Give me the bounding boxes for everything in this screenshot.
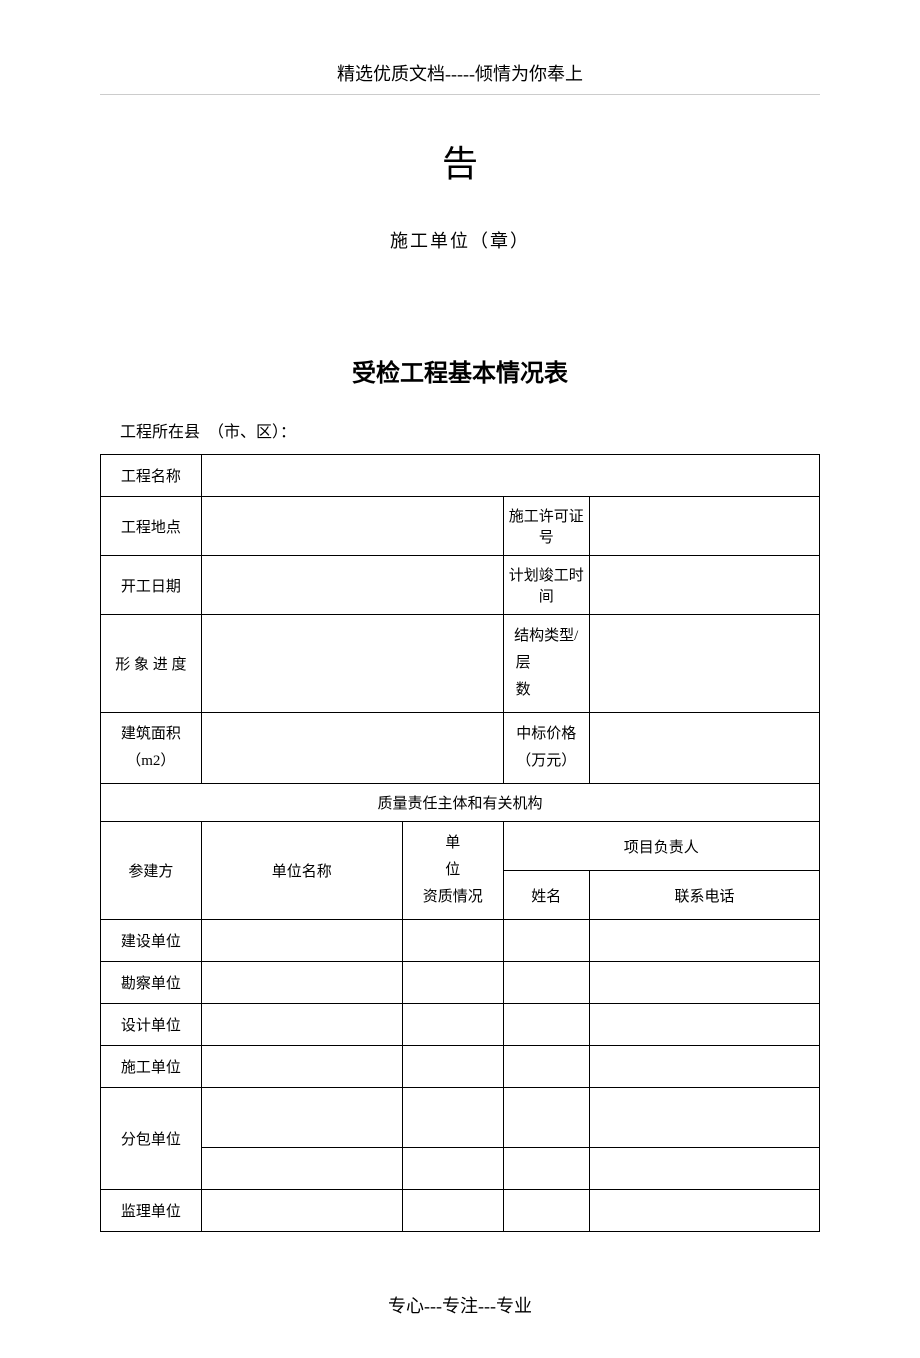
stamp-line: 施工单位（章） <box>100 227 820 253</box>
party-unit-name <box>201 1088 402 1148</box>
section-title: 受检工程基本情况表 <box>100 353 820 388</box>
party-phone <box>589 1004 819 1046</box>
party-label: 建设单位 <box>101 920 202 962</box>
progress-value <box>201 615 503 713</box>
party-label: 监理单位 <box>101 1190 202 1232</box>
party-phone <box>589 1190 819 1232</box>
structure-type-label: 结构类型/ 层 数 <box>503 615 589 713</box>
party-manager-name <box>503 920 589 962</box>
permit-number-value <box>589 497 819 556</box>
structure-type-line2: 层 数 <box>508 650 585 704</box>
party-qualification <box>402 1046 503 1088</box>
main-title-char: 告 <box>100 135 820 187</box>
party-manager-name <box>503 1190 589 1232</box>
party-unit-name <box>201 962 402 1004</box>
table-row: 形 象 进 度 结构类型/ 层 数 <box>101 615 820 713</box>
party-qualification <box>402 1088 503 1148</box>
party-unit-name <box>201 1148 402 1190</box>
building-area-label: 建筑面积 （m2） <box>101 713 202 784</box>
building-area-value <box>201 713 503 784</box>
table-row: 分包单位 <box>101 1088 820 1148</box>
table-row: 工程地点 施工许可证号 <box>101 497 820 556</box>
bid-price-label: 中标价格 （万元） <box>503 713 589 784</box>
party-label: 设计单位 <box>101 1004 202 1046</box>
structure-type-line1: 结构类型/ <box>508 623 585 650</box>
table-row: 建设单位 <box>101 920 820 962</box>
party-qualification <box>402 920 503 962</box>
table-row: 设计单位 <box>101 1004 820 1046</box>
bid-price-line1: 中标价格 <box>508 721 585 748</box>
table-row: 参建方 单位名称 单 位 资质情况 项目负责人 <box>101 822 820 871</box>
table-row: 开工日期 计划竣工时间 <box>101 556 820 615</box>
page-footer: 专心---专注---专业 <box>100 1292 820 1318</box>
qual-line1: 单 <box>407 830 499 857</box>
header-divider <box>100 94 820 95</box>
progress-label: 形 象 进 度 <box>101 615 202 713</box>
unit-name-header: 单位名称 <box>201 822 402 920</box>
party-phone <box>589 1046 819 1088</box>
building-area-line1: 建筑面积 <box>105 721 197 748</box>
building-area-line2: （m2） <box>105 748 197 775</box>
structure-type-value <box>589 615 819 713</box>
table-row: 工程名称 <box>101 455 820 497</box>
location-label: 工程所在县 （市、区）： <box>100 418 820 442</box>
party-label: 施工单位 <box>101 1046 202 1088</box>
project-name-label: 工程名称 <box>101 455 202 497</box>
project-name-value <box>201 455 819 497</box>
party-qualification <box>402 1004 503 1046</box>
bid-price-value <box>589 713 819 784</box>
quality-section-header: 质量责任主体和有关机构 <box>101 784 820 822</box>
party-unit-name <box>201 1004 402 1046</box>
phone-subheader: 联系电话 <box>589 871 819 920</box>
party-qualification <box>402 962 503 1004</box>
start-date-label: 开工日期 <box>101 556 202 615</box>
qual-line3: 资质情况 <box>407 884 499 911</box>
party-manager-name <box>503 1088 589 1148</box>
project-manager-header: 项目负责人 <box>503 822 819 871</box>
party-manager-name <box>503 1004 589 1046</box>
project-location-value <box>201 497 503 556</box>
party-unit-name <box>201 920 402 962</box>
party-phone <box>589 1088 819 1148</box>
table-row: 建筑面积 （m2） 中标价格 （万元） <box>101 713 820 784</box>
qual-line2: 位 <box>407 857 499 884</box>
party-phone <box>589 1148 819 1190</box>
qualification-header: 单 位 资质情况 <box>402 822 503 920</box>
party-label: 勘察单位 <box>101 962 202 1004</box>
table-row: 质量责任主体和有关机构 <box>101 784 820 822</box>
party-phone <box>589 920 819 962</box>
bid-price-line2: （万元） <box>508 748 585 775</box>
planned-completion-label: 计划竣工时间 <box>503 556 589 615</box>
party-qualification <box>402 1148 503 1190</box>
participant-header: 参建方 <box>101 822 202 920</box>
party-unit-name <box>201 1190 402 1232</box>
inspection-table: 工程名称 工程地点 施工许可证号 开工日期 计划竣工时间 形 象 进 度 结构类… <box>100 454 820 1232</box>
party-qualification <box>402 1190 503 1232</box>
table-row: 勘察单位 <box>101 962 820 1004</box>
party-label: 分包单位 <box>101 1088 202 1190</box>
table-row <box>101 1148 820 1190</box>
table-row: 施工单位 <box>101 1046 820 1088</box>
name-subheader: 姓名 <box>503 871 589 920</box>
project-location-label: 工程地点 <box>101 497 202 556</box>
page-header: 精选优质文档-----倾情为你奉上 <box>100 60 820 86</box>
party-manager-name <box>503 962 589 1004</box>
table-row: 监理单位 <box>101 1190 820 1232</box>
start-date-value <box>201 556 503 615</box>
party-manager-name <box>503 1046 589 1088</box>
party-phone <box>589 962 819 1004</box>
planned-completion-value <box>589 556 819 615</box>
party-unit-name <box>201 1046 402 1088</box>
permit-number-label: 施工许可证号 <box>503 497 589 556</box>
party-manager-name <box>503 1148 589 1190</box>
